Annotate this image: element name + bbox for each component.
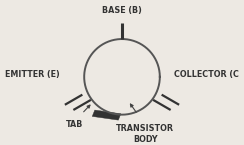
Text: BASE (B): BASE (B) bbox=[102, 6, 142, 15]
Text: TAB: TAB bbox=[66, 120, 83, 129]
Text: TRANSISTOR
BODY: TRANSISTOR BODY bbox=[116, 124, 174, 144]
Polygon shape bbox=[92, 110, 121, 120]
Text: EMITTER (E): EMITTER (E) bbox=[5, 70, 60, 79]
Text: COLLECTOR (C: COLLECTOR (C bbox=[174, 70, 239, 79]
